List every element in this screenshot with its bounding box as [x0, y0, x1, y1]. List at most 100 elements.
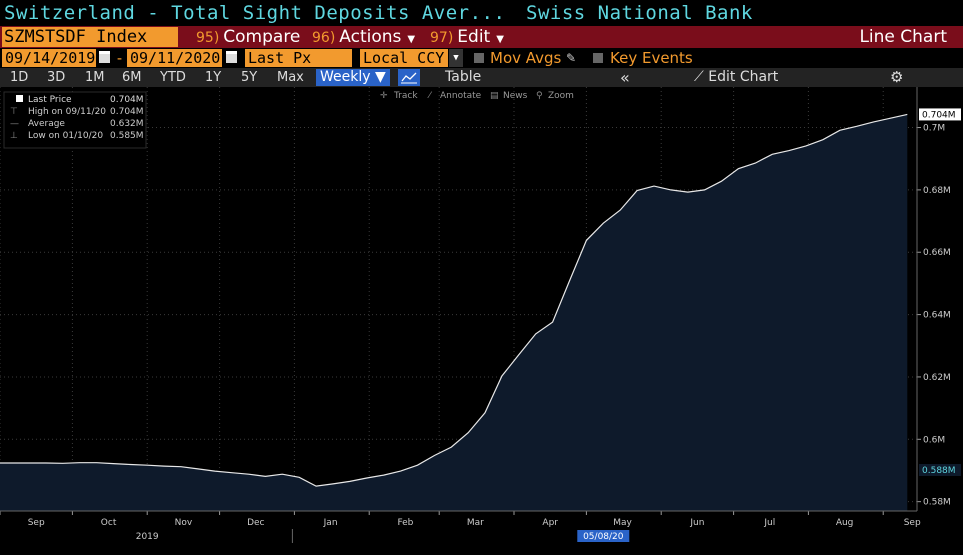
zoom-icon[interactable]: ⚲	[536, 91, 543, 101]
chart-area[interactable]: 0.58M 0.6M 0.62M 0.64M 0.66M 0.68M 0.7M Sep Oct…	[0, 87, 963, 551]
crosshair-date-box	[577, 530, 630, 542]
x-tick-label: May	[613, 518, 632, 528]
edit-chart-button[interactable]: ⟋ Edit Chart	[694, 68, 778, 87]
edit-chart-label: Edit Chart	[708, 69, 779, 85]
y-tick-label: 0.62M	[923, 373, 951, 383]
range-max[interactable]: Max	[277, 70, 304, 85]
legend-low-value: 0.585M	[110, 131, 144, 141]
legend-box	[3, 91, 147, 149]
x-tick-label: Feb	[397, 518, 413, 528]
y-tick-label: 0.7M	[923, 124, 945, 134]
range-3d[interactable]: 3D	[47, 70, 66, 85]
legend-high-label: High on 09/11/20	[28, 107, 106, 117]
line-chart-icon[interactable]	[398, 69, 420, 86]
legend-average-label: Average	[28, 119, 65, 129]
currency-select[interactable]: Local CCY	[360, 49, 448, 67]
last-value-tag	[919, 108, 961, 121]
edit-number: 97)	[430, 30, 454, 46]
x-tick-label: Apr	[542, 518, 558, 528]
high-marker-icon: ⊤	[10, 107, 18, 117]
actions-label: Actions	[339, 27, 402, 47]
range-1y[interactable]: 1Y	[205, 70, 222, 85]
legend-last-price-label: Last Price	[28, 95, 72, 105]
value-tags: 0.704M 0.588M	[919, 108, 961, 476]
key-events-label: Key Events	[610, 49, 693, 67]
chart-tools: ✛ Track ⁄ Annotate ▤ News ⚲ Zoom	[380, 91, 574, 101]
news-icon[interactable]: ▤	[490, 91, 499, 101]
range-1m[interactable]: 1M	[85, 70, 105, 85]
calendar-icon[interactable]	[226, 51, 237, 63]
x-tick-label: Dec	[247, 518, 264, 528]
calendar-icon[interactable]	[99, 51, 110, 63]
y-tick-label: 0.64M	[923, 311, 951, 321]
ticker-field[interactable]: SZMSTSDF Index	[2, 27, 178, 47]
controls-bar: 09/14/2019 - 09/11/2020 Last Px Local CC…	[0, 48, 963, 68]
start-date-field[interactable]: 09/14/2019	[2, 49, 96, 67]
chevron-down-icon[interactable]: ▼	[449, 49, 463, 67]
legend-low-label: Low on 01/10/20	[28, 131, 103, 141]
range-ytd[interactable]: YTD	[160, 70, 186, 85]
legend-swatch[interactable]	[16, 95, 23, 102]
annotate-icon[interactable]: ⁄	[427, 91, 433, 101]
x-year-label: 2019	[136, 532, 159, 542]
y-tick-label: 0.68M	[923, 186, 951, 196]
security-title: Switzerland - Total Sight Deposits Aver.…	[4, 2, 506, 24]
chevron-down-icon: ▼	[496, 34, 504, 45]
range-1d[interactable]: 1D	[10, 70, 29, 85]
annotate-button[interactable]: Annotate	[440, 91, 482, 101]
range-6m[interactable]: 6M	[122, 70, 142, 85]
x-tick-label: Jan	[323, 518, 338, 528]
news-button[interactable]: News	[503, 91, 528, 101]
price-field-select[interactable]: Last Px	[245, 49, 352, 67]
track-button[interactable]: Track	[393, 91, 418, 101]
track-icon[interactable]: ✛	[380, 91, 388, 101]
mov-avgs-checkbox[interactable]	[474, 53, 484, 63]
range-5y[interactable]: 5Y	[241, 70, 258, 85]
chart-type-label[interactable]: Line Chart	[859, 27, 947, 47]
table-button[interactable]: Table	[445, 69, 482, 85]
price-chart[interactable]: 0.58M 0.6M 0.62M 0.64M 0.66M 0.68M 0.7M Sep Oct…	[0, 87, 963, 551]
y-tick-label: 0.58M	[923, 498, 951, 508]
frequency-label: Weekly	[320, 69, 371, 85]
x-tick-label: Oct	[101, 518, 117, 528]
x-axis: Sep Oct Nov Dec Jan Feb Mar Apr May Jun Jul Aug Sep 2…	[0, 510, 921, 543]
low-value-tag	[919, 463, 961, 476]
x-tick-label: Aug	[836, 518, 854, 528]
y-tick-label: 0.6M	[923, 435, 945, 445]
data-source: Swiss National Bank	[526, 2, 753, 24]
y-axis: 0.58M 0.6M 0.62M 0.64M 0.66M 0.68M 0.7M	[916, 87, 951, 511]
gear-icon[interactable]: ⚙	[890, 68, 904, 86]
legend-high-value: 0.704M	[110, 107, 144, 117]
actions-menu[interactable]: 96) Actions ▼	[312, 26, 415, 48]
title-bar: Switzerland - Total Sight Deposits Aver.…	[0, 0, 963, 26]
series-line	[0, 113, 908, 487]
key-events-checkbox[interactable]	[593, 53, 603, 63]
range-bar: 1D 3D 1M 6M YTD 1Y 5Y Max Weekly ▼ Table…	[0, 68, 963, 87]
frequency-select[interactable]: Weekly ▼	[316, 69, 390, 86]
low-value-label: 0.588M	[922, 466, 956, 476]
y-tick-label: 0.66M	[923, 248, 951, 258]
crosshair-date-label: 05/08/20	[583, 532, 624, 542]
x-tick-label: Jul	[763, 518, 775, 528]
line-chart-glyph	[401, 72, 417, 84]
compare-button[interactable]: 95) Compare	[196, 26, 300, 48]
zoom-button[interactable]: Zoom	[548, 91, 574, 101]
end-date-field[interactable]: 09/11/2020	[127, 49, 222, 67]
compare-number: 95)	[196, 30, 220, 46]
legend-last-price-value: 0.704M	[110, 95, 144, 105]
legend-average-value: 0.632M	[110, 119, 144, 129]
legend: Last Price 0.704M High on 09/11/20 0.704…	[3, 91, 147, 149]
series-area	[0, 114, 908, 512]
x-tick-label: Mar	[467, 518, 484, 528]
x-tick-label: Nov	[175, 518, 193, 528]
x-tick-label: Sep	[904, 518, 921, 528]
low-marker-icon: ⊥	[10, 131, 18, 141]
average-marker-icon: —	[10, 119, 19, 129]
mov-avgs-label: Mov Avgs	[490, 49, 562, 67]
x-tick-label: Jun	[689, 518, 704, 528]
edit-menu[interactable]: 97) Edit ▼	[430, 26, 504, 48]
pencil-icon[interactable]: ✎	[566, 51, 577, 65]
toolbar: SZMSTSDF Index 95) Compare 96) Actions ▼ 97…	[0, 26, 963, 48]
collapse-icon[interactable]: «	[620, 68, 630, 87]
compare-label: Compare	[223, 27, 301, 47]
